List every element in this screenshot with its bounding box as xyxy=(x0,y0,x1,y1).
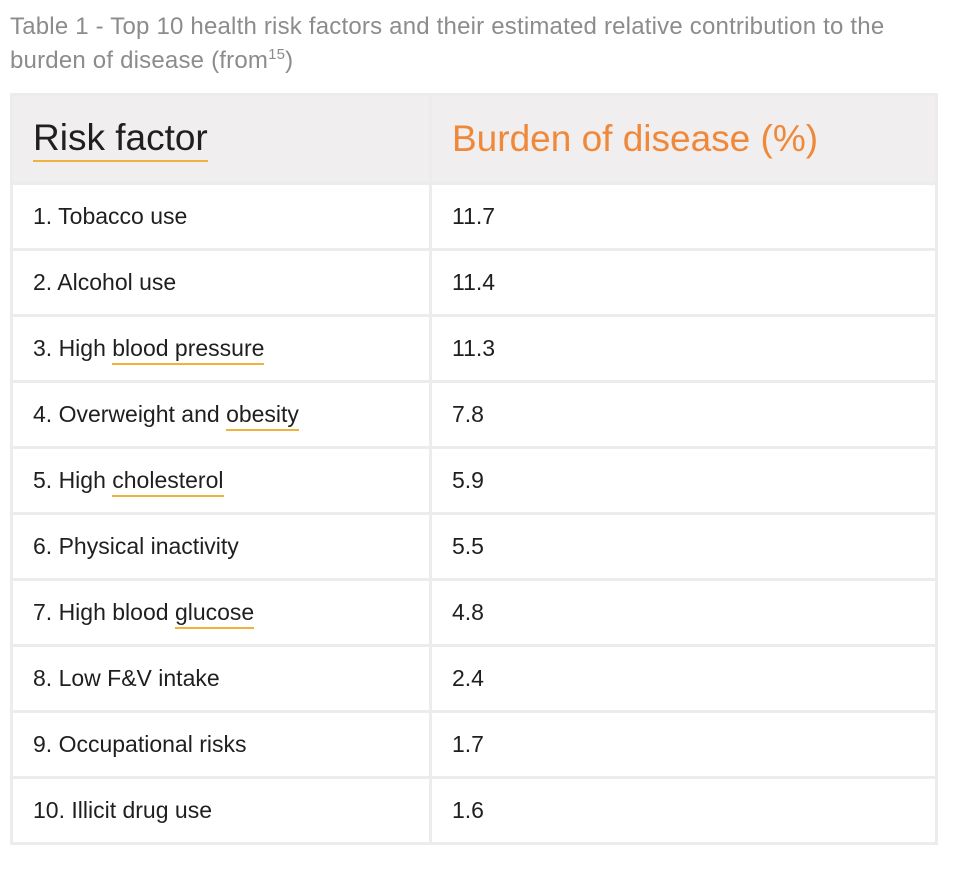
table-row: 1. Tobacco use 11.7 xyxy=(13,185,935,248)
table-row: 4. Overweight and obesity 7.8 xyxy=(13,383,935,446)
risk-factor-cell: 5. High cholesterol xyxy=(13,449,429,512)
caption-reference[interactable]: 15 xyxy=(268,46,286,63)
risk-factor-text: 1. Tobacco use xyxy=(33,203,188,229)
glossary-link-blood-pressure[interactable]: blood pressure xyxy=(112,335,265,365)
risk-factor-text: 3. High xyxy=(33,335,113,361)
risk-factor-text: 2. Alcohol use xyxy=(33,269,177,295)
glossary-link-glucose[interactable]: glucose xyxy=(174,599,255,629)
burden-value-cell: 2.4 xyxy=(432,647,935,710)
table-row: 3. High blood pressure 11.3 xyxy=(13,317,935,380)
risk-factor-cell: 10. Illicit drug use xyxy=(13,779,429,842)
header-risk-factor: Risk factor xyxy=(13,96,429,182)
header-burden-label: Burden of disease (%) xyxy=(452,118,819,159)
risk-factor-cell: 2. Alcohol use xyxy=(13,251,429,314)
burden-value-cell: 1.6 xyxy=(432,779,935,842)
risk-factor-text: 9. Occupational risks xyxy=(33,731,247,757)
burden-value-cell: 7.8 xyxy=(432,383,935,446)
risk-factor-cell: 4. Overweight and obesity xyxy=(13,383,429,446)
risk-factor-cell: 9. Occupational risks xyxy=(13,713,429,776)
burden-value-cell: 1.7 xyxy=(432,713,935,776)
burden-value-cell: 5.9 xyxy=(432,449,935,512)
risk-factor-table: Risk factor Burden of disease (%) 1. Tob… xyxy=(10,93,938,845)
table-row: 2. Alcohol use 11.4 xyxy=(13,251,935,314)
table-caption: Table 1 - Top 10 health risk factors and… xyxy=(10,10,950,78)
burden-value-cell: 4.8 xyxy=(432,581,935,644)
risk-factor-text: 8. Low F&V intake xyxy=(33,665,220,691)
table-row: 7. High blood glucose 4.8 xyxy=(13,581,935,644)
burden-value-cell: 5.5 xyxy=(432,515,935,578)
burden-value-cell: 11.3 xyxy=(432,317,935,380)
table-row: 9. Occupational risks 1.7 xyxy=(13,713,935,776)
risk-factor-table-container: Risk factor Burden of disease (%) 1. Tob… xyxy=(10,93,938,845)
header-risk-factor-label[interactable]: Risk factor xyxy=(33,117,208,162)
risk-factor-text: 5. High xyxy=(33,467,113,493)
table-row: 10. Illicit drug use 1.6 xyxy=(13,779,935,842)
risk-factor-text: 4. Overweight and xyxy=(33,401,227,427)
header-row: Risk factor Burden of disease (%) xyxy=(13,96,935,182)
glossary-link-cholesterol[interactable]: cholesterol xyxy=(112,467,224,497)
burden-value-cell: 11.4 xyxy=(432,251,935,314)
caption-close: ) xyxy=(285,47,294,74)
table-row: 8. Low F&V intake 2.4 xyxy=(13,647,935,710)
risk-factor-text: 10. Illicit drug use xyxy=(33,797,212,823)
glossary-link-obesity[interactable]: obesity xyxy=(226,401,299,431)
risk-factor-cell: 1. Tobacco use xyxy=(13,185,429,248)
risk-factor-cell: 8. Low F&V intake xyxy=(13,647,429,710)
header-burden-of-disease: Burden of disease (%) xyxy=(432,96,935,182)
burden-value-cell: 11.7 xyxy=(432,185,935,248)
risk-factor-cell: 3. High blood pressure xyxy=(13,317,429,380)
risk-factor-text: 7. High blood xyxy=(33,599,175,625)
table-row: 6. Physical inactivity 5.5 xyxy=(13,515,935,578)
risk-factor-cell: 6. Physical inactivity xyxy=(13,515,429,578)
risk-factor-text: 6. Physical inactivity xyxy=(33,533,239,559)
table-row: 5. High cholesterol 5.9 xyxy=(13,449,935,512)
caption-text: Table 1 - Top 10 health risk factors and… xyxy=(10,13,885,74)
risk-factor-cell: 7. High blood glucose xyxy=(13,581,429,644)
